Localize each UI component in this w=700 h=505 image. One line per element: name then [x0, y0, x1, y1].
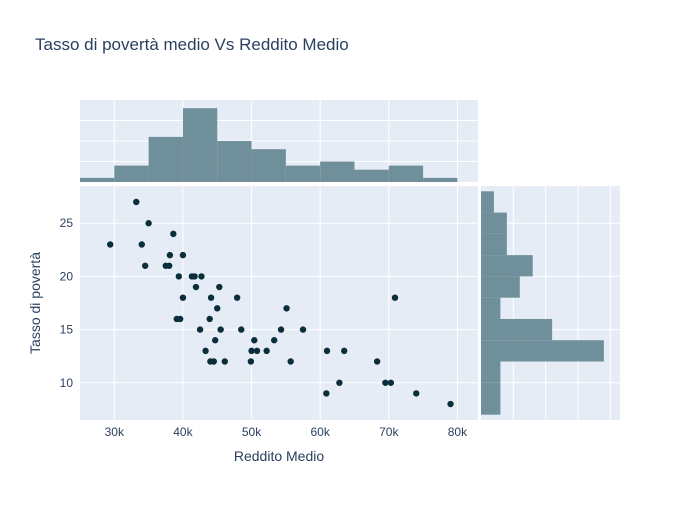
data-point: [166, 262, 173, 269]
data-point: [191, 273, 198, 280]
data-point: [221, 358, 228, 365]
y-histogram-bar: [481, 212, 507, 234]
data-point: [283, 305, 290, 312]
x-tick-label: 40k: [173, 425, 193, 439]
y-histogram-bar: [481, 340, 604, 362]
y-histogram-bar: [481, 404, 501, 415]
data-point: [214, 305, 221, 312]
data-point: [166, 251, 174, 259]
y-tick-label: 15: [60, 323, 74, 337]
data-point: [270, 337, 278, 344]
data-point: [323, 347, 331, 355]
data-point: [196, 326, 204, 333]
scatter-points: [106, 198, 454, 408]
data-point: [447, 400, 454, 408]
data-point: [336, 379, 343, 386]
data-point: [251, 337, 258, 344]
scatter-background: [80, 186, 478, 420]
data-point: [277, 326, 285, 333]
data-point: [202, 347, 209, 355]
data-point: [287, 358, 294, 365]
x-tick-label: 30k: [105, 425, 125, 439]
x-axis-ticks: 30k 40k 50k 60k 70k 80k: [105, 425, 468, 439]
x-histogram-bar: [285, 165, 321, 182]
data-point: [413, 390, 420, 397]
y-tick-label: 25: [60, 216, 74, 230]
data-point: [253, 347, 261, 355]
x-axis-label: Reddito Medio: [234, 448, 324, 464]
y-histogram-bar: [481, 233, 507, 256]
data-point: [210, 358, 218, 365]
x-histogram-bar: [80, 177, 115, 182]
chart-title: Tasso di povertà medio Vs Reddito Medio: [35, 35, 349, 54]
x-histogram-bar: [217, 141, 252, 182]
data-point: [216, 283, 223, 291]
y-histogram-bar: [481, 297, 501, 319]
data-point: [106, 241, 114, 248]
y-histogram-bars: [481, 191, 604, 415]
x-tick-label: 60k: [310, 425, 330, 439]
data-point: [206, 315, 213, 323]
x-histogram-bar: [388, 165, 424, 182]
data-point: [141, 262, 149, 269]
y-axis-ticks: 10 15 20 25: [60, 216, 74, 390]
data-point: [145, 220, 152, 227]
x-histogram-bar: [320, 161, 355, 182]
data-point: [198, 273, 205, 280]
data-point: [387, 379, 395, 386]
data-point: [176, 315, 184, 323]
data-point: [175, 273, 183, 280]
x-histogram-bar: [114, 165, 149, 182]
y-histogram-bar: [481, 255, 533, 277]
x-histogram-bar: [423, 177, 458, 182]
y-histogram-bar: [481, 191, 494, 213]
data-point: [211, 337, 219, 344]
y-histogram-bar: [481, 382, 501, 405]
data-point: [133, 198, 140, 206]
data-point: [192, 283, 200, 291]
x-histogram-bar: [251, 149, 286, 182]
data-point: [138, 241, 145, 248]
data-point: [170, 230, 177, 238]
x-tick-label: 80k: [448, 425, 468, 439]
y-histogram-bar: [481, 276, 520, 298]
data-point: [179, 294, 187, 301]
data-point: [382, 379, 389, 386]
data-point: [391, 294, 399, 301]
y-histogram-bar: [481, 361, 501, 383]
data-point: [233, 294, 241, 301]
data-point: [373, 358, 381, 365]
data-point: [238, 326, 245, 333]
data-point: [299, 326, 307, 333]
data-point: [179, 251, 187, 259]
data-point: [217, 326, 224, 333]
x-histogram-bars: [80, 108, 458, 182]
y-tick-label: 10: [60, 376, 74, 390]
y-axis-label: Tasso di povertà: [27, 252, 43, 354]
data-point: [207, 294, 215, 301]
y-histogram-bar: [481, 318, 553, 341]
data-point: [323, 390, 330, 397]
x-tick-label: 50k: [242, 425, 262, 439]
data-point: [340, 347, 348, 355]
x-tick-label: 70k: [379, 425, 399, 439]
data-point: [263, 347, 270, 355]
x-histogram-bar: [354, 169, 389, 182]
x-histogram-bar: [148, 136, 183, 182]
data-point: [248, 347, 255, 355]
data-point: [247, 358, 255, 365]
y-tick-label: 20: [60, 269, 74, 283]
x-histogram-bar: [182, 108, 218, 182]
